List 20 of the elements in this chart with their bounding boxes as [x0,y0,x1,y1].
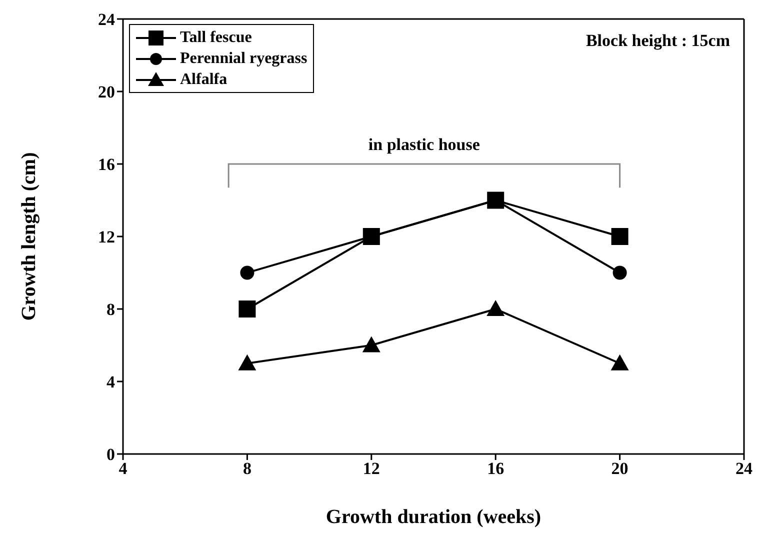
y-axis-title: Growth length (cm) [18,152,40,321]
x-tick-label: 4 [118,459,128,478]
x-tick-label: 8 [242,459,252,478]
legend-label: Tall fescue [180,28,252,46]
x-tick-label: 20 [611,459,628,478]
legend-label: Perennial ryegrass [180,50,308,68]
x-tick-label: 24 [736,459,753,478]
y-tick-label: 20 [98,82,115,102]
x-tick-label: 12 [362,459,380,478]
y-tick-label: 4 [106,372,116,392]
y-tick-label: 16 [98,155,115,174]
x-tick-label: 16 [487,459,504,478]
y-tick-label: 0 [106,445,115,464]
y-tick-label: 24 [98,10,116,30]
y-tick-label: 12 [98,228,115,247]
y-tick-label: 8 [106,300,115,320]
x-axis-title: Growth duration (weeks) [326,506,542,528]
legend-label: Alfalfa [180,70,228,88]
annotation: in plastic house [368,135,480,155]
annotation: Block height : 15cm [586,31,730,51]
